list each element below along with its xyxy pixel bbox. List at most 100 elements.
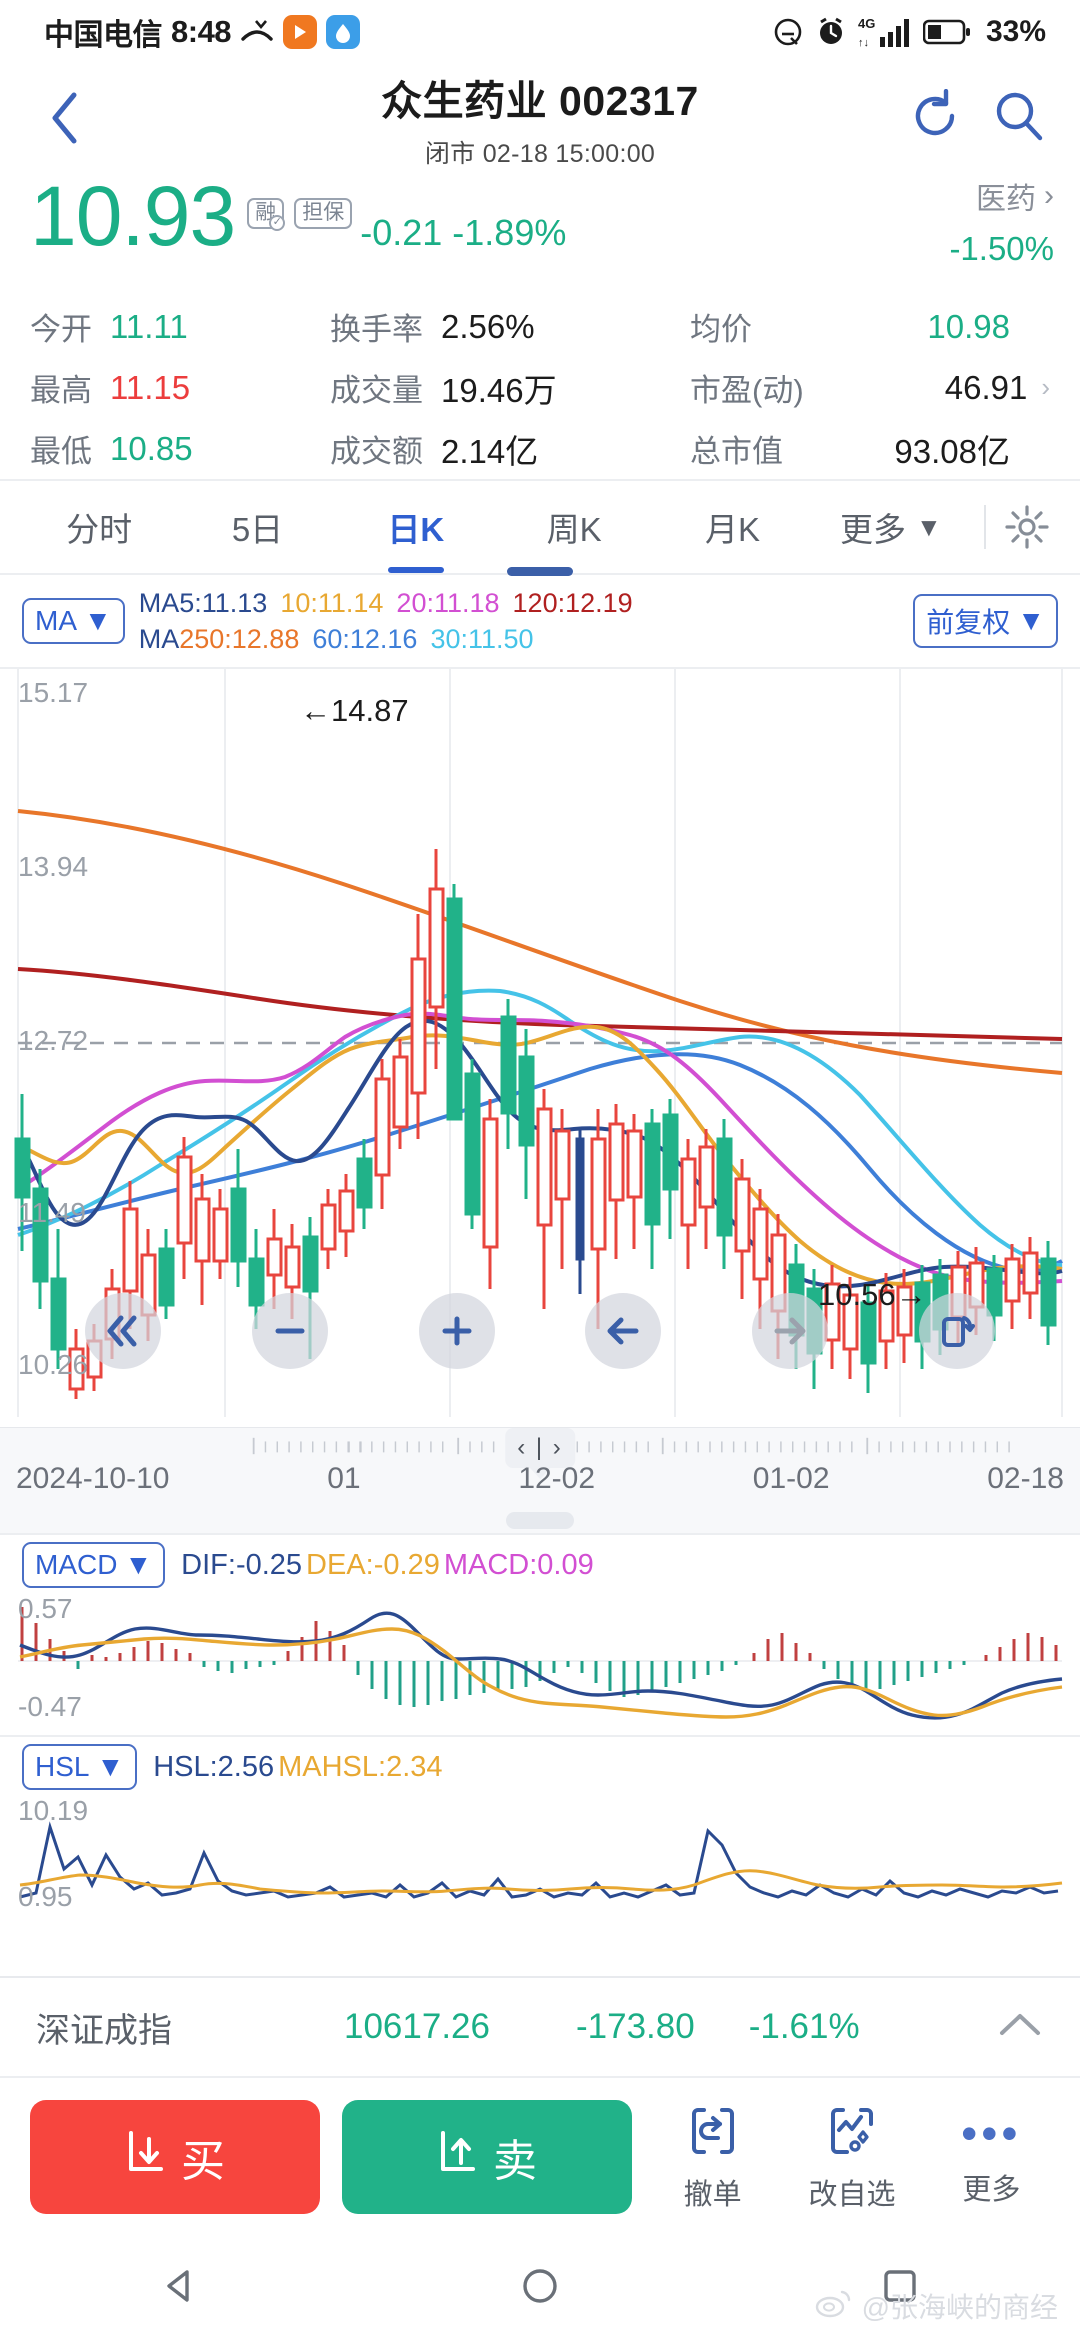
- margin-tag[interactable]: 融 ✓: [247, 198, 286, 232]
- weibo-icon: [815, 2288, 853, 2325]
- more-button[interactable]: ••• 更多: [933, 2106, 1050, 2208]
- index-change-pct: -1.61%: [748, 2007, 860, 2046]
- hsl-values: HSL:2.56 MAHSL:2.34: [153, 1750, 443, 1783]
- carrier-label: 中国电信: [44, 19, 163, 52]
- sector-change: -1.50%: [949, 230, 1054, 267]
- stat-market-cap: 总市值 93.08亿: [690, 432, 1010, 470]
- svg-text:↑↓: ↑↓: [858, 37, 869, 49]
- stat-low: 最低 10.85: [30, 429, 193, 470]
- ma-values: MA5:11.13 10:11.14 20:11.18 120:12.19 MA…: [138, 588, 633, 654]
- x-label-2: 01: [327, 1462, 361, 1495]
- rotate-screen-button[interactable]: [918, 1293, 995, 1369]
- index-value: 10617.26: [344, 2007, 490, 2046]
- chart-controls: [0, 1293, 1080, 1369]
- more-dots-icon: •••: [961, 2107, 1022, 2159]
- svg-text:4G: 4G: [858, 16, 875, 31]
- quote-summary: 10.93 融 ✓ 担保 -0.21 -1.89% 医药 › -1.50%: [0, 172, 1080, 292]
- back-button[interactable]: [34, 87, 96, 149]
- chevron-up-icon[interactable]: [996, 2006, 1044, 2049]
- signal-icon: 4G ↑↓: [858, 15, 912, 49]
- hsl-selector-button[interactable]: HSL ▼: [22, 1744, 138, 1790]
- tab-daily-k[interactable]: 日K: [337, 481, 495, 573]
- fast-back-button[interactable]: [85, 1293, 162, 1369]
- chevron-down-icon: ▼: [915, 511, 942, 542]
- hsl-indicator-bar: HSL ▼ HSL:2.56 MAHSL:2.34: [0, 1735, 1080, 1797]
- macd-values: DIF:-0.25 DEA:-0.29 MACD:0.09: [181, 1548, 594, 1581]
- chevron-down-icon: ▼: [96, 1751, 125, 1782]
- stat-volume: 成交量 19.46万: [330, 371, 557, 409]
- chevron-right-icon: ›: [1041, 372, 1050, 402]
- quote-tags: 融 ✓ 担保: [247, 198, 353, 232]
- stats-row: 最高 11.15 成交量 19.46万 市盈(动) 46.91 ›: [30, 357, 1050, 418]
- hsl-y-top: 10.19: [18, 1795, 89, 1826]
- chart-x-axis[interactable]: ‹ | › 2024-10-10 01 12-02 01-02 02-18: [0, 1427, 1080, 1533]
- index-name: 深证成指: [36, 2011, 172, 2050]
- x-label-3: 12-02: [518, 1462, 596, 1495]
- gear-icon[interactable]: [1000, 503, 1060, 551]
- chart-period-tabs: 分时 5日 日K 周K 月K 更多 ▼: [0, 479, 1080, 575]
- current-price: 10.93: [30, 169, 236, 263]
- search-icon[interactable]: [992, 89, 1046, 148]
- sell-button[interactable]: 卖: [342, 2100, 632, 2214]
- circle-home-icon[interactable]: [516, 2262, 564, 2315]
- tab-weekly-k[interactable]: 周K: [546, 511, 602, 548]
- chevron-down-icon: ▼: [1017, 605, 1045, 636]
- battery-icon: [922, 18, 971, 46]
- collateral-tag[interactable]: 担保: [294, 198, 353, 230]
- square-recents-icon[interactable]: [876, 2262, 924, 2315]
- cancel-order-button[interactable]: 撤单: [654, 2102, 771, 2213]
- chart-scrubber-handle[interactable]: ‹ | ›: [505, 1428, 575, 1468]
- y-axis-label-max: 15.17: [18, 677, 89, 708]
- sector-label[interactable]: 医药 ›: [976, 179, 1054, 216]
- market-index-bar[interactable]: 深证成指 10617.26 -173.80 -1.61%: [0, 1976, 1080, 2076]
- triangle-back-icon[interactable]: [156, 2262, 204, 2315]
- adjust-type-button[interactable]: 前复权 ▼: [913, 594, 1058, 648]
- stats-row: 最低 10.85 成交额 2.14亿 总市值 93.08亿: [30, 418, 1050, 479]
- stat-pe-ratio[interactable]: 市盈(动) 46.91 ›: [690, 368, 1050, 409]
- macd-chart-svg: [18, 1607, 1063, 1720]
- k-chart-svg: [14, 669, 1063, 1417]
- x-axis-labels: 2024-10-10 01 12-02 01-02 02-18: [0, 1462, 1080, 1496]
- step-forward-button[interactable]: [751, 1293, 828, 1369]
- more-label: 更多: [962, 2174, 1021, 2206]
- macd-indicator-bar: MACD ▼ DIF:-0.25 DEA:-0.29 MACD:0.09: [0, 1533, 1080, 1595]
- divider: [983, 505, 986, 549]
- stat-amount: 成交额 2.14亿: [330, 432, 539, 470]
- app-orange-icon: [283, 15, 318, 49]
- tab-intraday[interactable]: 分时: [66, 511, 133, 548]
- tab-5day[interactable]: 5日: [231, 511, 284, 548]
- tab-monthly-k[interactable]: 月K: [704, 511, 760, 548]
- sector-block[interactable]: 医药 › -1.50%: [949, 174, 1054, 268]
- macd-chart[interactable]: 0.57 -0.47: [0, 1593, 1080, 1735]
- y-axis-label-min: 10.26: [18, 1349, 89, 1380]
- chevron-right-icon: ›: [1044, 179, 1054, 212]
- edit-watchlist-button[interactable]: 改自选: [793, 2102, 910, 2213]
- chart-area: MA ▼ MA5:11.13 10:11.14 20:11.18 120:12.…: [0, 567, 1080, 1976]
- hsl-y-bottom: 0.95: [18, 1881, 73, 1912]
- phone-missed-icon: [240, 19, 274, 45]
- macd-y-top: 0.57: [18, 1593, 73, 1624]
- stat-turnover-rate: 换手率 2.56%: [330, 307, 535, 348]
- ma-selector-button[interactable]: MA ▼: [22, 598, 125, 644]
- edit-watchlist-icon: [823, 2102, 881, 2165]
- macd-selector-button[interactable]: MACD ▼: [22, 1542, 166, 1588]
- tick-marks: [252, 1437, 1010, 1455]
- app-header: 众生药业 002317 闭市 02-18 15:00:00: [0, 64, 1080, 172]
- watermark-text: @张海峡的商经: [861, 2292, 1058, 2323]
- edit-watchlist-label: 改自选: [808, 2178, 896, 2211]
- cancel-order-label: 撤单: [683, 2178, 742, 2211]
- macd-y-bottom: -0.47: [18, 1691, 82, 1722]
- buy-button[interactable]: 买: [30, 2100, 320, 2214]
- panel-resize-handle[interactable]: [506, 1512, 574, 1529]
- zoom-out-button[interactable]: [251, 1293, 328, 1369]
- candlestick-chart[interactable]: 15.17 13.94 12.72 11.49 10.26 ←14.87 10.…: [0, 667, 1080, 1427]
- refresh-icon[interactable]: [908, 88, 962, 148]
- sell-arrow-icon: [437, 2129, 479, 2186]
- ma250-value: 250:12.88: [179, 624, 300, 654]
- hsl-chart[interactable]: 10.19 0.95: [0, 1795, 1080, 1922]
- stats-row: 今开 11.11 换手率 2.56% 均价 10.98: [30, 296, 1050, 357]
- zoom-in-button[interactable]: [418, 1293, 495, 1369]
- step-back-button[interactable]: [585, 1293, 662, 1369]
- tab-more[interactable]: 更多 ▼: [839, 511, 942, 548]
- panel-drag-handle[interactable]: [507, 567, 573, 576]
